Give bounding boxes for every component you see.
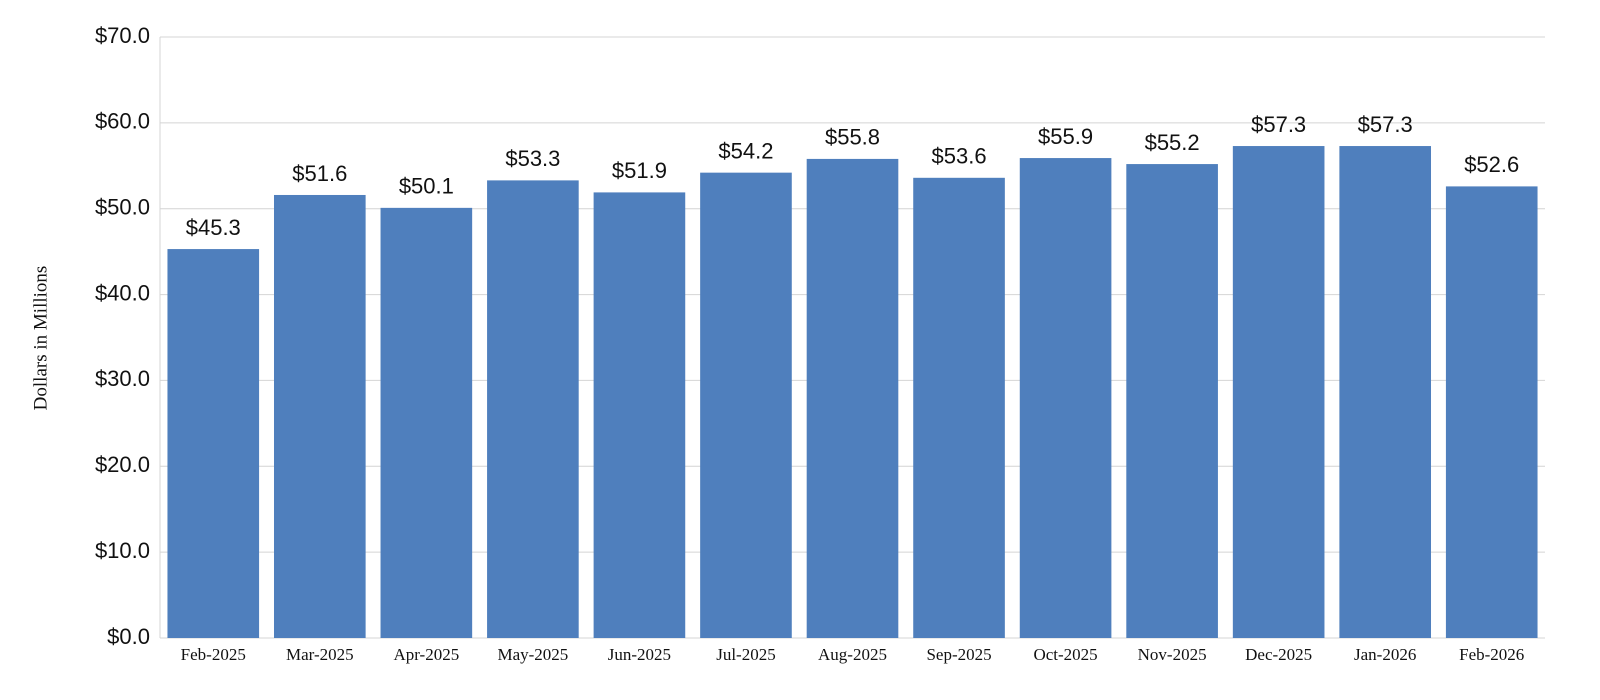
- bar: [1126, 164, 1218, 638]
- bar: [1019, 158, 1112, 638]
- value-label: $53.6: [932, 144, 987, 169]
- x-tick-label: Dec-2025: [1245, 645, 1312, 664]
- bar: [487, 180, 579, 639]
- y-tick-label: $60.0: [95, 109, 150, 134]
- x-tick-label: Sep-2025: [926, 645, 991, 664]
- bar: [913, 177, 1005, 638]
- bar: [700, 172, 792, 638]
- y-tick-label: $50.0: [95, 195, 150, 220]
- bar: [1445, 186, 1538, 639]
- y-tick-label: $20.0: [95, 452, 150, 477]
- x-tick-label: Feb-2026: [1459, 645, 1524, 664]
- bar: [167, 249, 260, 638]
- x-tick-label: Jan-2026: [1354, 645, 1416, 664]
- value-label: $51.9: [612, 158, 667, 183]
- value-label: $55.8: [825, 125, 880, 150]
- value-label: $45.3: [186, 215, 241, 240]
- y-tick-label: $0.0: [107, 624, 150, 649]
- y-tick-label: $30.0: [95, 366, 150, 391]
- value-label: $57.3: [1358, 112, 1413, 137]
- y-tick-label: $10.0: [95, 538, 150, 563]
- x-tick-label: Jul-2025: [716, 645, 776, 664]
- x-tick-label: Nov-2025: [1138, 645, 1207, 664]
- bar: [1232, 146, 1325, 638]
- x-tick-label: May-2025: [497, 645, 568, 664]
- x-tick-label: Apr-2025: [393, 645, 459, 664]
- bar: [1339, 146, 1432, 638]
- x-tick-label: Aug-2025: [818, 645, 887, 664]
- bar: [380, 207, 473, 638]
- bar: [806, 158, 899, 638]
- value-label: $51.6: [292, 161, 347, 186]
- x-tick-label: Mar-2025: [286, 645, 354, 664]
- value-label: $50.1: [399, 174, 454, 199]
- bar: [273, 194, 366, 638]
- y-tick-label: $70.0: [95, 23, 150, 48]
- bar: [593, 192, 686, 638]
- x-tick-label: Feb-2025: [181, 645, 246, 664]
- y-axis-label: Dollars in Millions: [30, 266, 51, 411]
- value-label: $53.3: [505, 146, 560, 171]
- value-label: $54.2: [718, 138, 773, 163]
- x-tick-label: Oct-2025: [1033, 645, 1097, 664]
- x-tick-label: Jun-2025: [608, 645, 671, 664]
- value-label: $55.2: [1145, 130, 1200, 155]
- value-label: $52.6: [1464, 152, 1519, 177]
- value-label: $57.3: [1251, 112, 1306, 137]
- y-tick-label: $40.0: [95, 280, 150, 305]
- value-label: $55.9: [1038, 124, 1093, 149]
